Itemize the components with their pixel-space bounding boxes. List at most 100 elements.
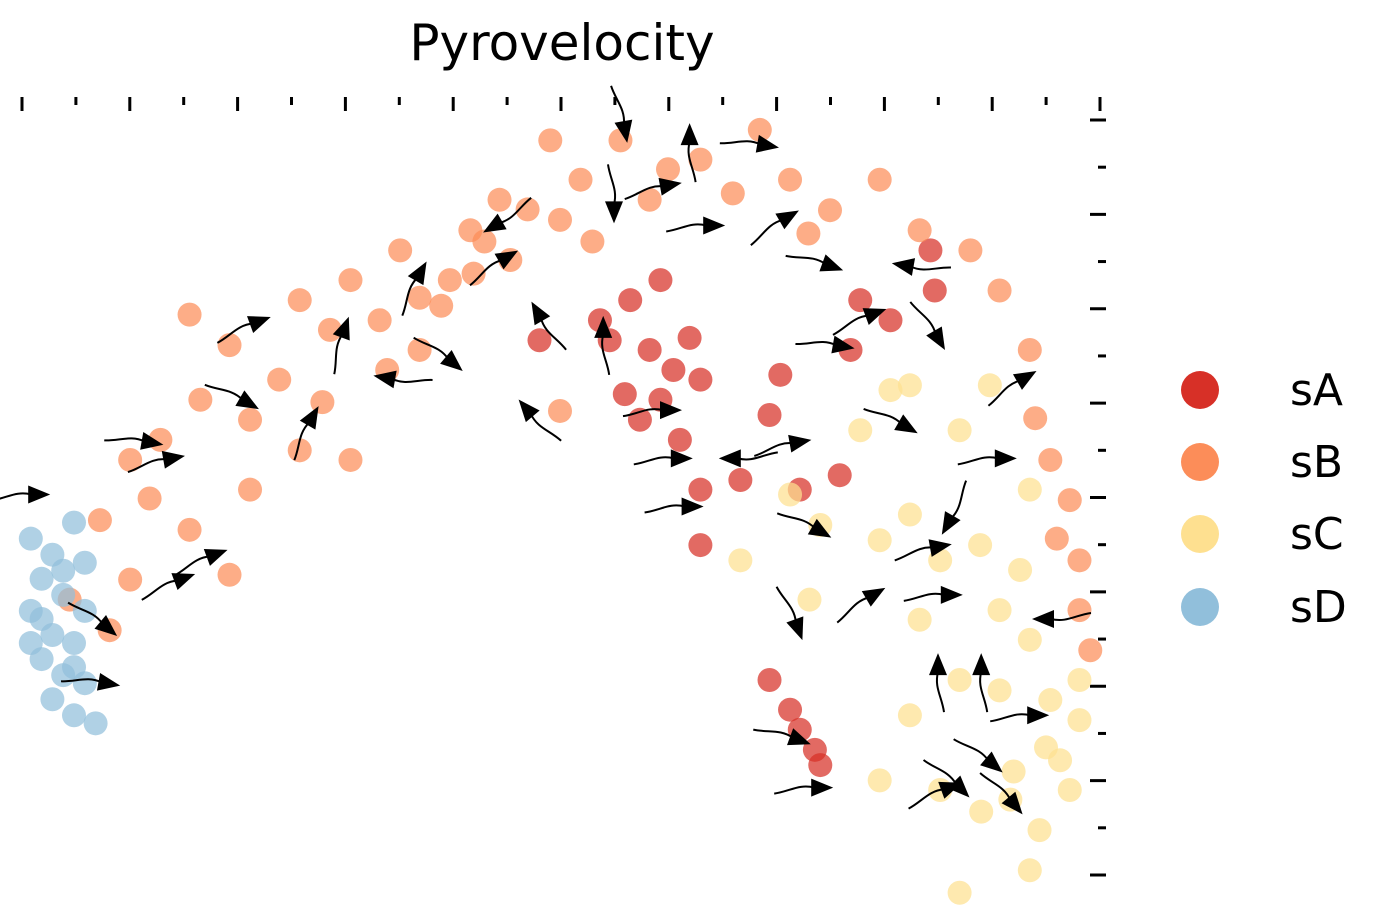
point-sB [188,387,213,412]
streamline-path [909,301,937,334]
arrowhead-icon [926,326,945,351]
point-sB [137,486,162,511]
legend-item-sA: sA [1181,365,1343,416]
point-sB [87,508,112,533]
streamline-path [401,277,418,317]
streamline [1032,609,1092,628]
streamline [483,196,532,233]
arrowhead-icon [140,432,164,450]
arrowhead-icon [941,511,961,535]
point-sB [747,117,772,142]
streamline-path [413,336,449,360]
point-sA [618,288,643,313]
point-sB [338,447,363,472]
arrowhead-icon [928,539,952,557]
point-sC [969,799,994,824]
point-sB [1038,447,1063,472]
streamline-path [990,713,1031,723]
legend-marker-sD [1181,588,1219,626]
point-sA [768,362,793,387]
point-sB [907,218,932,243]
point-sB [461,261,486,286]
point-sB [429,293,454,318]
point-sB [1067,598,1092,623]
arrowhead-icon [718,449,741,468]
streamline-path [774,785,815,795]
point-sA [878,308,903,333]
point-sC [848,418,873,443]
streamline-path [607,164,617,205]
streamline [785,254,844,272]
streamline [680,123,699,183]
streamline [605,164,623,224]
streamline-path [391,377,433,383]
arrowhead-icon [171,573,196,590]
streamline-path [979,671,989,713]
streamline [718,449,778,468]
arrowhead-icon [518,399,540,423]
streamline-path [633,456,675,466]
arrowhead-icon [161,450,185,469]
point-sD [40,687,65,712]
point-sB [472,229,497,254]
streamline-path [644,504,685,514]
arrowhead-icon [594,315,613,338]
point-sB [656,157,680,182]
point-sC [1001,759,1026,784]
point-sC [897,373,922,398]
streamline [891,258,951,276]
streamline-path [863,408,902,425]
streamline-path [601,334,611,376]
point-sA [637,337,662,362]
streamline-path [935,671,945,713]
point-sB [1017,337,1042,362]
point-sA [922,278,947,303]
streamline-path [903,592,945,602]
point-sB [778,167,803,192]
point-sB [338,268,363,293]
streamline-path [499,196,532,224]
point-sB [637,187,662,212]
streamline [204,383,259,410]
arrowhead-icon [862,308,887,326]
streamline-path [719,140,761,146]
streamline [953,738,1003,773]
streamline-path [910,265,951,271]
arrowhead-icon [994,449,1017,468]
point-sB [267,367,292,392]
point-sD [29,566,54,591]
arrowhead-icon [755,134,779,153]
point-sD [18,526,43,551]
streamline [753,728,811,746]
point-sA [677,325,702,350]
point-sA [778,697,803,722]
streamline [972,653,991,713]
arrowhead-icon [980,751,1003,773]
point-sA [527,328,552,353]
point-sB [580,229,605,254]
point-sB [177,302,202,327]
arrowhead-icon [831,335,855,354]
point-sA [827,463,852,488]
point-sB [1078,638,1103,663]
point-sA [667,427,692,452]
streamline-path [610,85,625,125]
point-sB [538,128,563,153]
arrowhead-icon [680,123,699,146]
streamline-path [836,596,870,624]
point-sA [808,753,833,778]
point-sB [867,167,892,192]
arrowhead-icon [28,485,51,504]
arrowhead-icon [332,316,350,341]
point-sC [897,703,922,728]
point-sA [612,382,637,407]
streamline-path [775,586,797,623]
streamline-path [666,223,707,233]
point-sC [947,880,972,905]
point-sC [1008,557,1033,582]
point-sC [977,373,1002,398]
point-sA [918,238,943,263]
streamline-path [753,728,794,739]
arrowhead-icon [247,316,271,334]
streamline-path [141,579,178,601]
